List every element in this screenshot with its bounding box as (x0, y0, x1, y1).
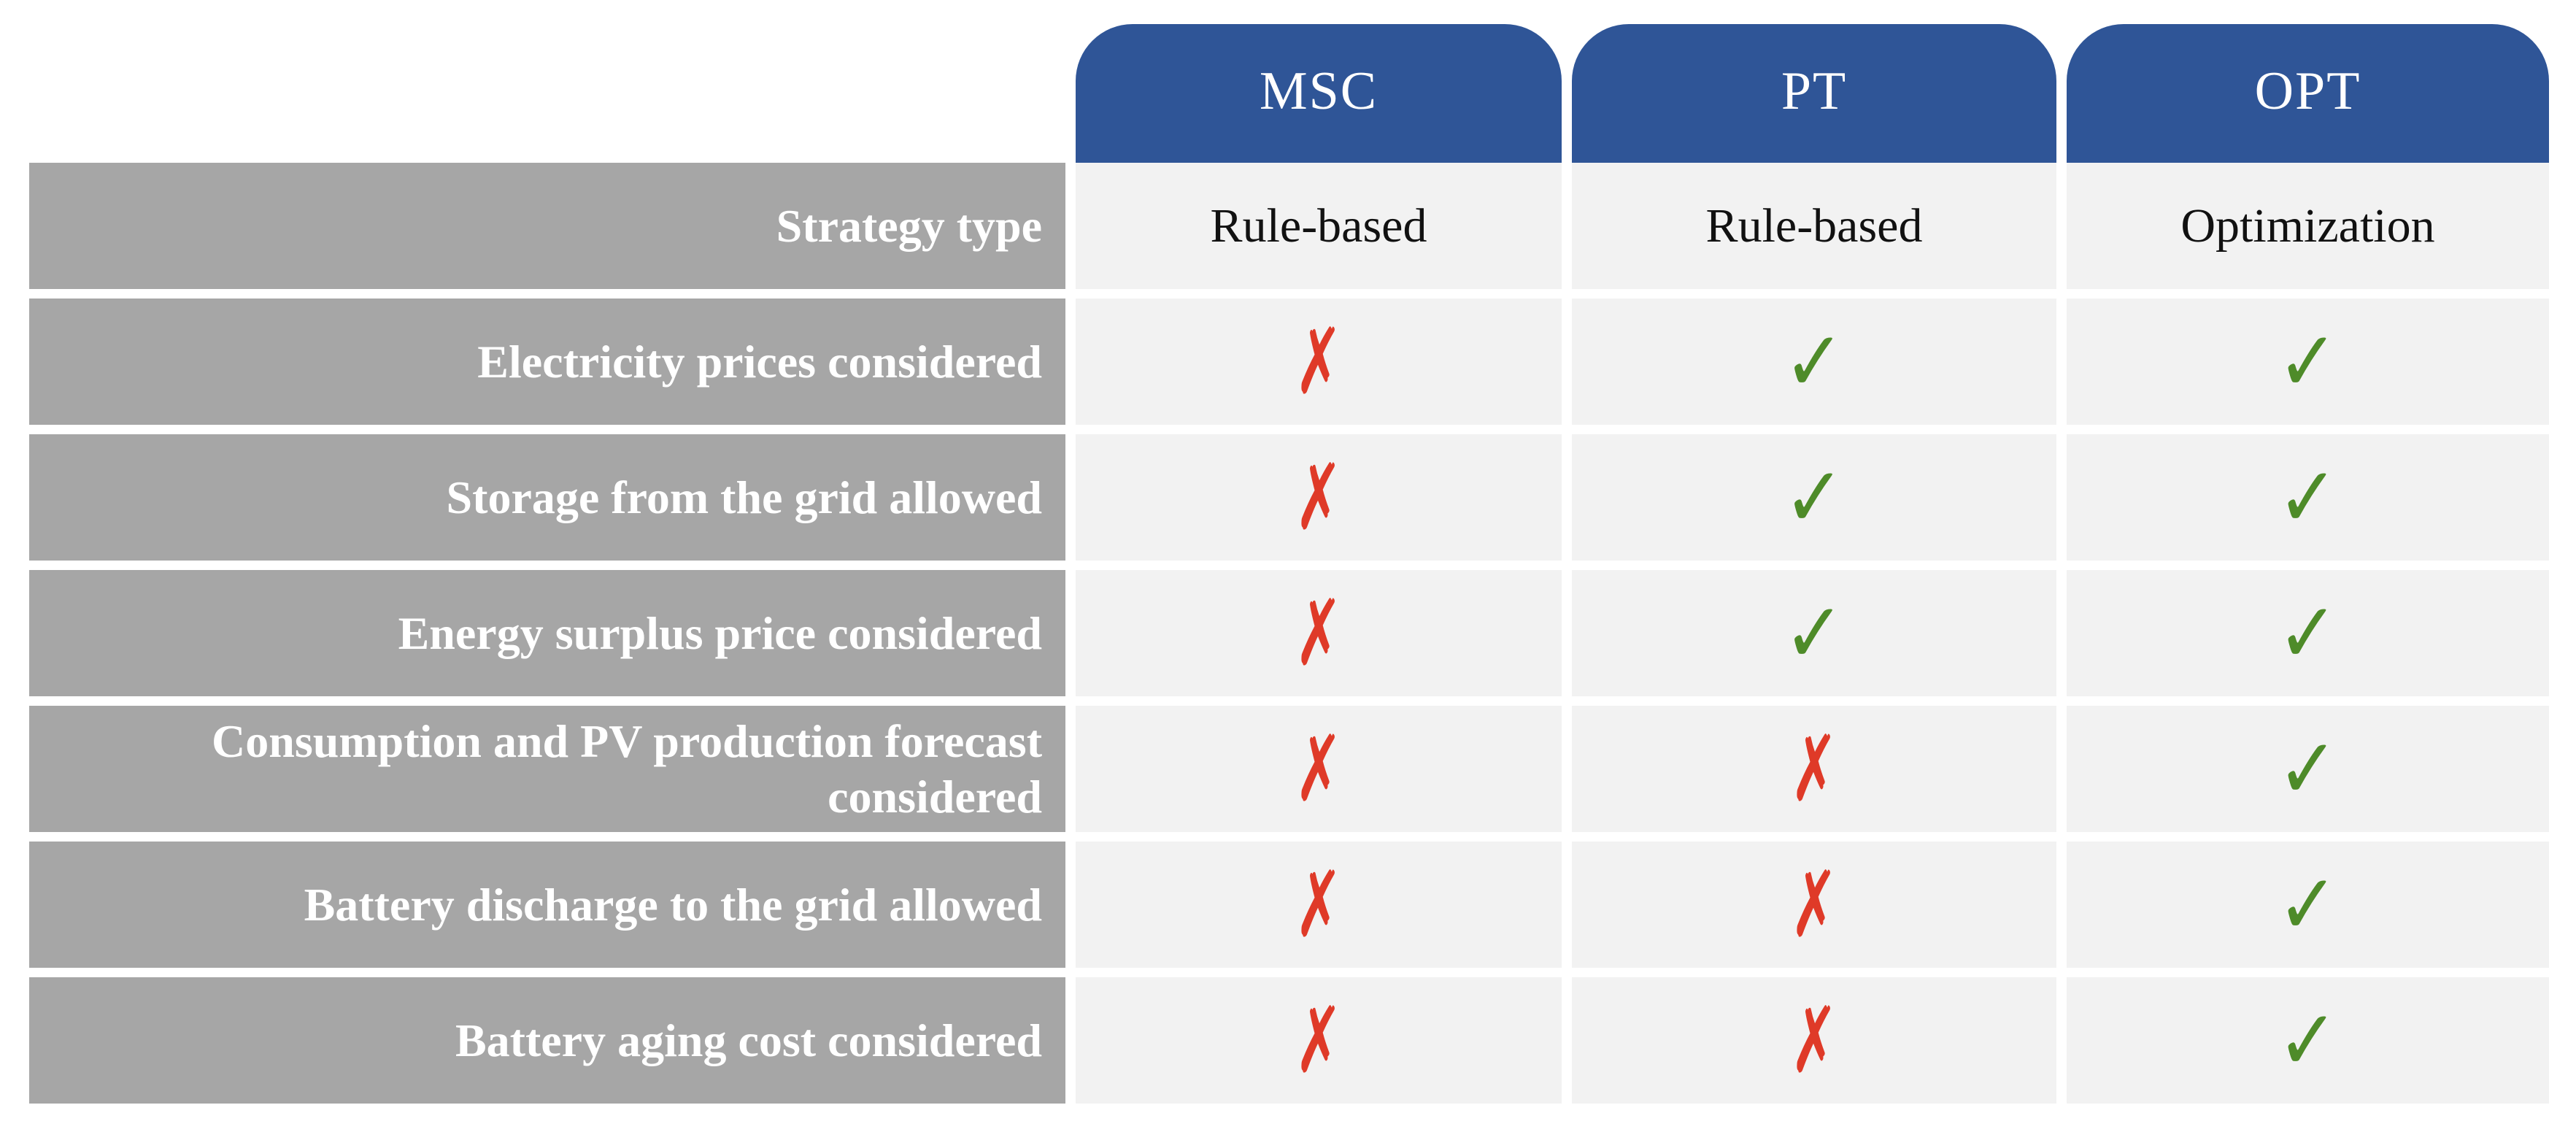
corner-spacer (29, 24, 1065, 153)
table-cell: ✗ (1076, 977, 1562, 1104)
cell-value: Rule-based (1705, 199, 1923, 253)
row-label-battery-aging-cost: Battery aging cost considered (29, 977, 1065, 1104)
table-cell: Optimization (2067, 163, 2549, 289)
cross-icon: ✗ (1295, 579, 1343, 686)
cross-icon: ✗ (1295, 443, 1343, 550)
cell-value: Rule-based (1210, 199, 1427, 253)
table-cell: ✓ (1572, 299, 2056, 425)
table-cell: ✓ (2067, 842, 2549, 968)
cross-icon: ✗ (1790, 850, 1838, 958)
table-cell: ✗ (1572, 977, 2056, 1104)
row-label-electricity-prices: Electricity prices considered (29, 299, 1065, 425)
check-icon: ✓ (1783, 447, 1845, 547)
table-cell: ✗ (1076, 299, 1562, 425)
table-cell: Rule-based (1076, 163, 1562, 289)
row-label-energy-surplus-price: Energy surplus price considered (29, 570, 1065, 696)
check-icon: ✓ (2277, 312, 2339, 411)
table-cell: ✗ (1076, 706, 1562, 832)
column-header-pt: PT (1572, 24, 2056, 163)
cross-icon: ✗ (1790, 715, 1838, 822)
cross-icon: ✗ (1295, 850, 1343, 958)
cell-value: Optimization (2180, 199, 2435, 253)
check-icon: ✓ (1783, 312, 1845, 411)
cross-icon: ✗ (1790, 986, 1838, 1093)
table-cell: ✗ (1076, 434, 1562, 561)
cross-icon: ✗ (1295, 986, 1343, 1093)
check-icon: ✓ (2277, 990, 2339, 1090)
table-cell: ✓ (2067, 706, 2549, 832)
column-header-opt: OPT (2067, 24, 2549, 163)
column-header-msc: MSC (1076, 24, 1562, 163)
table-cell: ✓ (2067, 977, 2549, 1104)
table-cell: ✓ (1572, 434, 2056, 561)
row-label-strategy-type: Strategy type (29, 163, 1065, 289)
check-icon: ✓ (1783, 583, 1845, 682)
row-label-battery-discharge: Battery discharge to the grid allowed (29, 842, 1065, 968)
table-cell: Rule-based (1572, 163, 2056, 289)
check-icon: ✓ (2277, 583, 2339, 682)
cross-icon: ✗ (1295, 307, 1343, 415)
cross-icon: ✗ (1295, 715, 1343, 822)
table-cell: ✗ (1572, 842, 2056, 968)
check-icon: ✓ (2277, 719, 2339, 818)
table-cell: ✗ (1076, 570, 1562, 696)
table-cell: ✓ (1572, 570, 2056, 696)
row-label-consumption-pv-forecast: Consumption and PV production forecast c… (29, 706, 1065, 832)
table-cell: ✗ (1076, 842, 1562, 968)
table-cell: ✓ (2067, 570, 2549, 696)
table-cell: ✓ (2067, 434, 2549, 561)
check-icon: ✓ (2277, 855, 2339, 954)
comparison-table: MSC PT OPT Strategy type Rule-based Rule… (29, 24, 2549, 1104)
check-icon: ✓ (2277, 447, 2339, 547)
row-label-storage-from-grid: Storage from the grid allowed (29, 434, 1065, 561)
table-cell: ✓ (2067, 299, 2549, 425)
table-cell: ✗ (1572, 706, 2056, 832)
